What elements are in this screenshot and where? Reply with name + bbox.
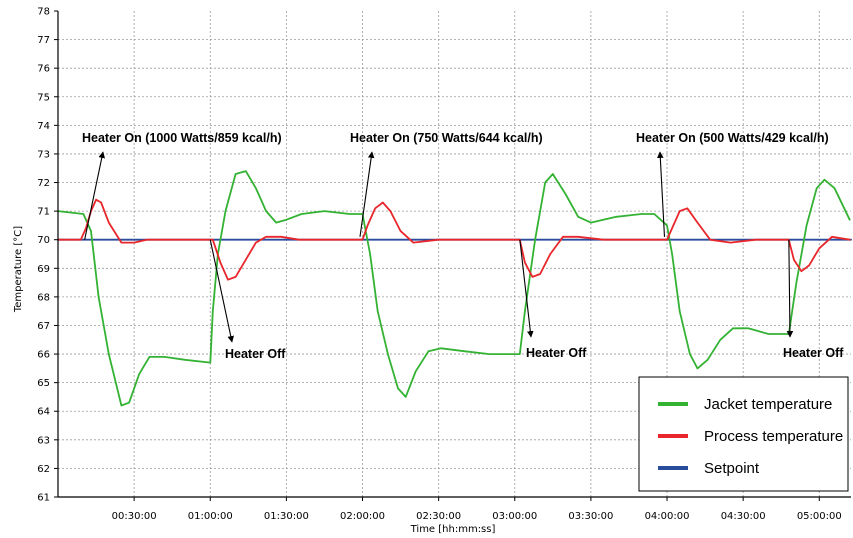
y-tick-label: 66 <box>37 350 50 361</box>
y-tick-label: 76 <box>37 64 50 75</box>
y-tick-label: 74 <box>37 121 50 132</box>
y-tick-label: 69 <box>37 264 50 275</box>
axes: 61 62 63 64 65 66 67 68 69 70 71 72 73 74 75 76 77 78 00:3… <box>37 7 851 522</box>
legend: Jacket temperature Process temperature S… <box>638 376 849 492</box>
legend-label-setpoint: Setpoint <box>704 460 760 477</box>
series-layer <box>57 170 852 407</box>
annotation-arrow-off2 <box>519 239 534 338</box>
y-tick-label: 68 <box>37 292 50 303</box>
x-tick-label: 05:00:00 <box>797 511 842 522</box>
annotation-arrow-on2 <box>359 151 375 237</box>
x-tick-label: 03:30:00 <box>568 511 613 522</box>
y-tick-label: 67 <box>37 321 50 332</box>
y-tick-label: 71 <box>37 207 50 218</box>
y-tick-label: 61 <box>37 493 50 504</box>
annotation-arrow-on1 <box>84 151 106 240</box>
annotation-arrow-on3 <box>657 151 666 237</box>
annotation-label-on2: Heater On (750 Watts/644 kcal/h) <box>350 131 543 145</box>
series-line-jacket-temperature <box>57 170 851 407</box>
series-line-process-temperature <box>57 198 851 281</box>
annotation-label-off2: Heater Off <box>526 346 587 360</box>
x-tick-label: 00:30:00 <box>112 511 157 522</box>
annotation-label-on1: Heater On (1000 Watts/859 kcal/h) <box>82 131 282 145</box>
x-tick-label: 02:30:00 <box>416 511 461 522</box>
legend-label-process: Process temperature <box>704 428 843 445</box>
annotation-label-off1: Heater Off <box>225 347 286 361</box>
x-axis-title: Time [hh:mm:ss] <box>410 524 496 535</box>
annotation-label-on3: Heater On (500 Watts/429 kcal/h) <box>636 131 829 145</box>
x-tick-label: 04:30:00 <box>721 511 766 522</box>
y-tick-label: 64 <box>37 407 50 418</box>
x-tick-label: 01:00:00 <box>188 511 233 522</box>
y-tick-label: 72 <box>37 178 50 189</box>
y-axis-title: Temperature [°C] <box>13 226 24 313</box>
legend-label-jacket: Jacket temperature <box>704 396 832 413</box>
x-tick-label: 04:00:00 <box>645 511 690 522</box>
y-tick-label: 73 <box>37 149 50 160</box>
y-tick-label: 62 <box>37 464 50 475</box>
y-tick-label: 70 <box>37 235 50 246</box>
annotation-label-off3: Heater Off <box>783 346 844 360</box>
x-tick-label: 03:00:00 <box>492 511 537 522</box>
y-tick-label: 77 <box>37 35 50 46</box>
x-tick-label: 02:00:00 <box>340 511 385 522</box>
y-tick-label: 78 <box>37 7 50 18</box>
x-tick-label: 01:30:00 <box>264 511 309 522</box>
y-tick-label: 63 <box>37 435 50 446</box>
y-tick-label: 65 <box>37 378 50 389</box>
annotation-arrow-off3 <box>786 239 794 338</box>
y-tick-label: 75 <box>37 92 50 103</box>
annotations: Heater On (1000 Watts/859 kcal/h) Heater … <box>82 131 844 361</box>
annotation-arrow-off1 <box>209 239 234 343</box>
